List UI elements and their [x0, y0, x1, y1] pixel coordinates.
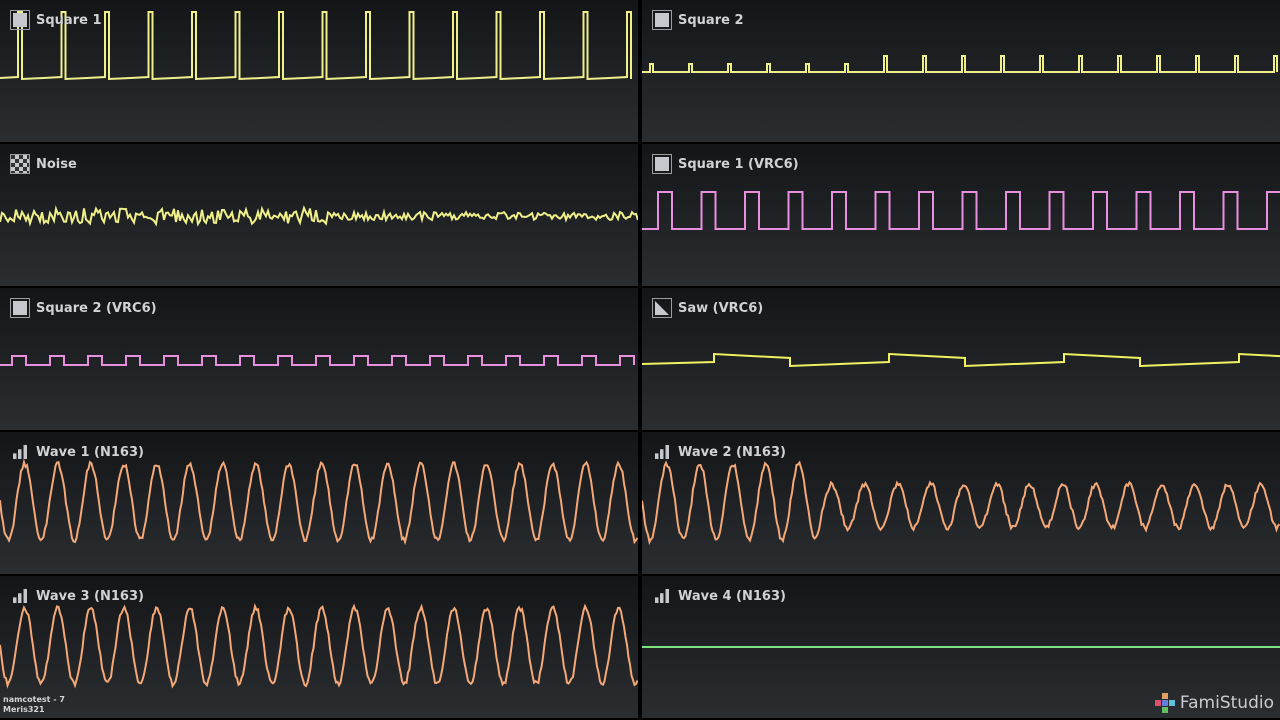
channel-name: Wave 1 (N163)	[36, 444, 144, 460]
waveform	[0, 205, 638, 227]
wave-table-icon	[10, 586, 30, 606]
square-icon	[10, 10, 30, 30]
noise-icon	[10, 154, 30, 174]
channel-label: Saw (VRC6)	[652, 298, 763, 318]
waveform	[642, 352, 1280, 368]
channel-label: Noise	[10, 154, 77, 174]
channel-name: Noise	[36, 156, 77, 172]
channel-panel: Wave 4 (N163)	[642, 576, 1280, 718]
waveform-line	[642, 55, 1278, 73]
channel-name: Square 1	[36, 12, 102, 28]
channel-label: Wave 4 (N163)	[652, 586, 786, 606]
waveform-line	[0, 205, 638, 227]
channel-label: Square 1	[10, 10, 102, 30]
waveform	[0, 11, 632, 81]
waveform	[0, 355, 635, 366]
waveform-line	[0, 355, 635, 366]
channel-panel: Square 1	[0, 0, 638, 142]
waveform-line	[642, 191, 1280, 230]
famistudio-logo: FamiStudio	[1154, 693, 1274, 713]
waveform-line	[0, 458, 638, 546]
channel-label: Square 2	[652, 10, 744, 30]
channel-panel: Square 2 (VRC6)	[0, 288, 638, 430]
waveform	[0, 458, 638, 546]
channel-panel: Wave 2 (N163)	[642, 432, 1280, 574]
wave-table-icon	[652, 442, 672, 462]
waveform	[642, 646, 1280, 648]
saw-icon	[652, 298, 672, 318]
waveform	[642, 191, 1280, 230]
brand-name: FamiStudio	[1179, 693, 1274, 713]
song-author: Meris321	[3, 705, 45, 714]
waveform	[0, 603, 638, 689]
channel-name: Wave 3 (N163)	[36, 588, 144, 604]
channel-name: Square 1 (VRC6)	[678, 156, 799, 172]
channel-name: Saw (VRC6)	[678, 300, 764, 316]
channel-label: Square 2 (VRC6)	[10, 298, 157, 318]
channel-name: Wave 4 (N163)	[678, 588, 786, 604]
waveform-line	[0, 11, 632, 81]
square-icon	[10, 298, 30, 318]
waveform	[642, 55, 1278, 73]
channel-panel: Wave 1 (N163)	[0, 432, 638, 574]
wave-table-icon	[10, 442, 30, 462]
waveform	[642, 460, 1280, 546]
channel-panel: Square 1 (VRC6)	[642, 144, 1280, 286]
channel-label: Wave 1 (N163)	[10, 442, 144, 462]
waveform-line	[642, 460, 1280, 546]
channel-name: Square 2 (VRC6)	[36, 300, 157, 316]
square-icon	[652, 10, 672, 30]
channel-name: Square 2	[678, 12, 744, 28]
song-info: namcotest - 7 Meris321	[3, 695, 65, 715]
channel-label: Square 1 (VRC6)	[652, 154, 799, 174]
channel-name: Wave 2 (N163)	[678, 444, 786, 460]
channel-panel: Wave 3 (N163)	[0, 576, 638, 718]
song-title: namcotest - 7	[3, 695, 65, 704]
channel-panel: Noise	[0, 144, 638, 286]
channel-label: Wave 3 (N163)	[10, 586, 144, 606]
famistudio-logo-icon	[1154, 693, 1175, 713]
wave-table-icon	[652, 586, 672, 606]
channel-panel: Saw (VRC6)	[642, 288, 1280, 430]
waveform-line	[642, 352, 1280, 368]
channel-panel: Square 2	[642, 0, 1280, 142]
waveform-line	[0, 603, 638, 689]
channel-label: Wave 2 (N163)	[652, 442, 786, 462]
square-icon	[652, 154, 672, 174]
